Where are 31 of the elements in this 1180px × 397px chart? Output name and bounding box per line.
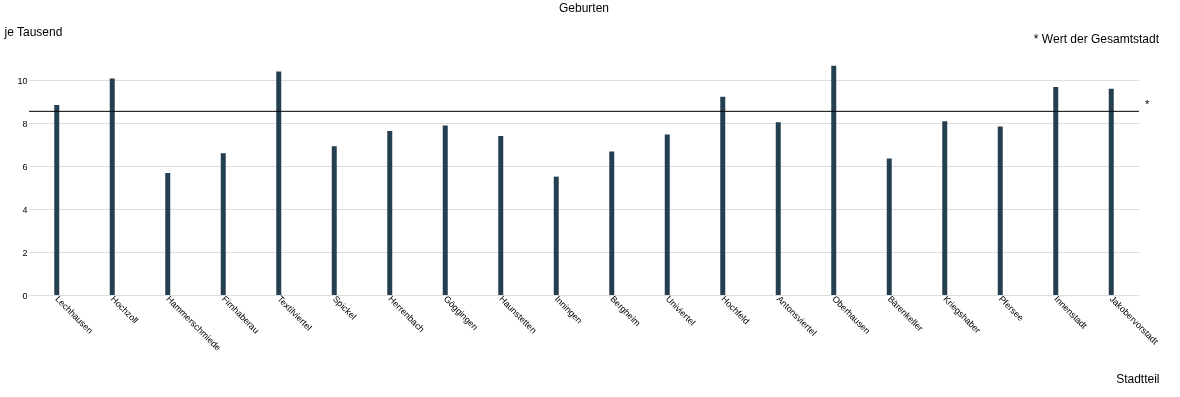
y-tick-label: 2 (22, 247, 28, 258)
bar (276, 71, 282, 295)
bar (1053, 87, 1059, 295)
bar (886, 158, 892, 295)
y-tick-label: 4 (22, 204, 28, 215)
x-axis-title: Stadtteil (1116, 371, 1160, 386)
bar (997, 126, 1003, 295)
bar (442, 125, 448, 295)
y-tick-label: 6 (22, 161, 28, 172)
bar (720, 96, 726, 295)
bar (387, 130, 393, 295)
bar (498, 136, 504, 295)
y-axis-title: je Tausend (3, 24, 63, 39)
ref-line-label: * (1145, 98, 1150, 111)
bar (109, 78, 115, 295)
bar (1108, 88, 1114, 295)
bar (220, 153, 226, 295)
bar (664, 134, 670, 295)
bar (942, 121, 948, 295)
y-tick-label: 10 (17, 75, 28, 86)
text: * Wert der Gesamtstadt (1033, 32, 1160, 46)
bar (775, 122, 781, 295)
bar (54, 105, 60, 295)
bar (331, 146, 337, 295)
bar (609, 151, 615, 295)
chart-title: Geburten (558, 1, 610, 15)
y-tick-label: 8 (22, 118, 28, 129)
bar (831, 65, 837, 295)
y-tick-label: 0 (22, 290, 28, 301)
bar (553, 176, 559, 295)
bar (165, 172, 171, 295)
